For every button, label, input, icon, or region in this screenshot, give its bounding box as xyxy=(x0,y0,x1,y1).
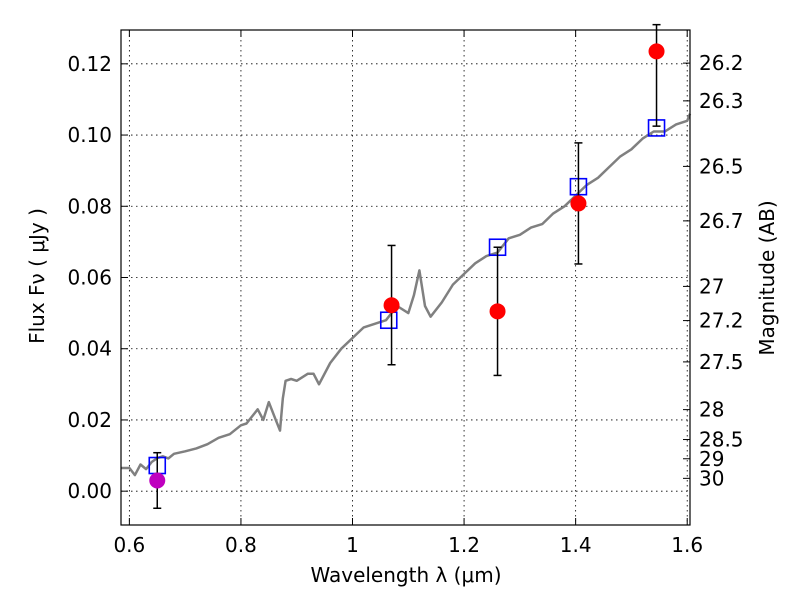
y-tick-label: 0.00 xyxy=(67,479,112,503)
x-tick-label: 1.6 xyxy=(671,533,703,557)
y-tick-label: 0.04 xyxy=(67,337,112,361)
x-tick-label: 1.4 xyxy=(560,533,592,557)
magnitude-tick-label: 27.2 xyxy=(699,309,744,333)
y-tick-label: 0.12 xyxy=(67,52,112,76)
magnitude-axis-label: Magnitude (AB) xyxy=(755,200,779,355)
spectrum-layer xyxy=(121,113,692,477)
x-tick-label: 1.2 xyxy=(448,533,480,557)
y-tick-label: 0.10 xyxy=(67,123,112,147)
magnitude-tick-label: 30 xyxy=(699,466,724,490)
observed-flux-point xyxy=(648,43,665,60)
magnitude-tick-label: 26.3 xyxy=(699,89,744,113)
x-tick-label: 1 xyxy=(346,533,359,557)
magnitude-tick-label: 28.5 xyxy=(699,428,744,452)
x-axis-ticks: 0.6 0.8 1 1.2 1.4 1.6 xyxy=(113,30,703,557)
grid-lines xyxy=(121,30,690,525)
observed-flux-point xyxy=(383,297,400,314)
magnitude-tick-label: 27 xyxy=(699,274,724,298)
magnitude-tick-label: 26.7 xyxy=(699,209,744,233)
magnitude-tick-label: 28 xyxy=(699,398,724,422)
magnitude-tick-label: 29 xyxy=(699,447,724,471)
y-axis-label: Flux Fν ( μJy ) xyxy=(25,208,49,344)
marker-layer xyxy=(148,23,666,510)
x-axis-label: Wavelength λ (μm) xyxy=(310,563,501,587)
observed-flux-point xyxy=(149,472,166,489)
magnitude-tick-label: 27.5 xyxy=(699,350,744,374)
y-axis-ticks: 0.00 0.02 0.04 0.06 0.08 0.10 0.12 xyxy=(67,52,128,503)
observed-flux-point xyxy=(570,195,587,212)
x-tick-label: 0.6 xyxy=(113,533,145,557)
observed-flux-point xyxy=(489,303,506,320)
y-tick-label: 0.08 xyxy=(67,194,112,218)
y-tick-label: 0.02 xyxy=(67,408,112,432)
magnitude-tick-label: 26.5 xyxy=(699,154,744,178)
model-spectrum-line xyxy=(121,113,692,477)
y-tick-label: 0.06 xyxy=(67,266,112,290)
x-tick-label: 0.8 xyxy=(225,533,257,557)
magnitude-tick-label: 26.2 xyxy=(699,51,744,75)
